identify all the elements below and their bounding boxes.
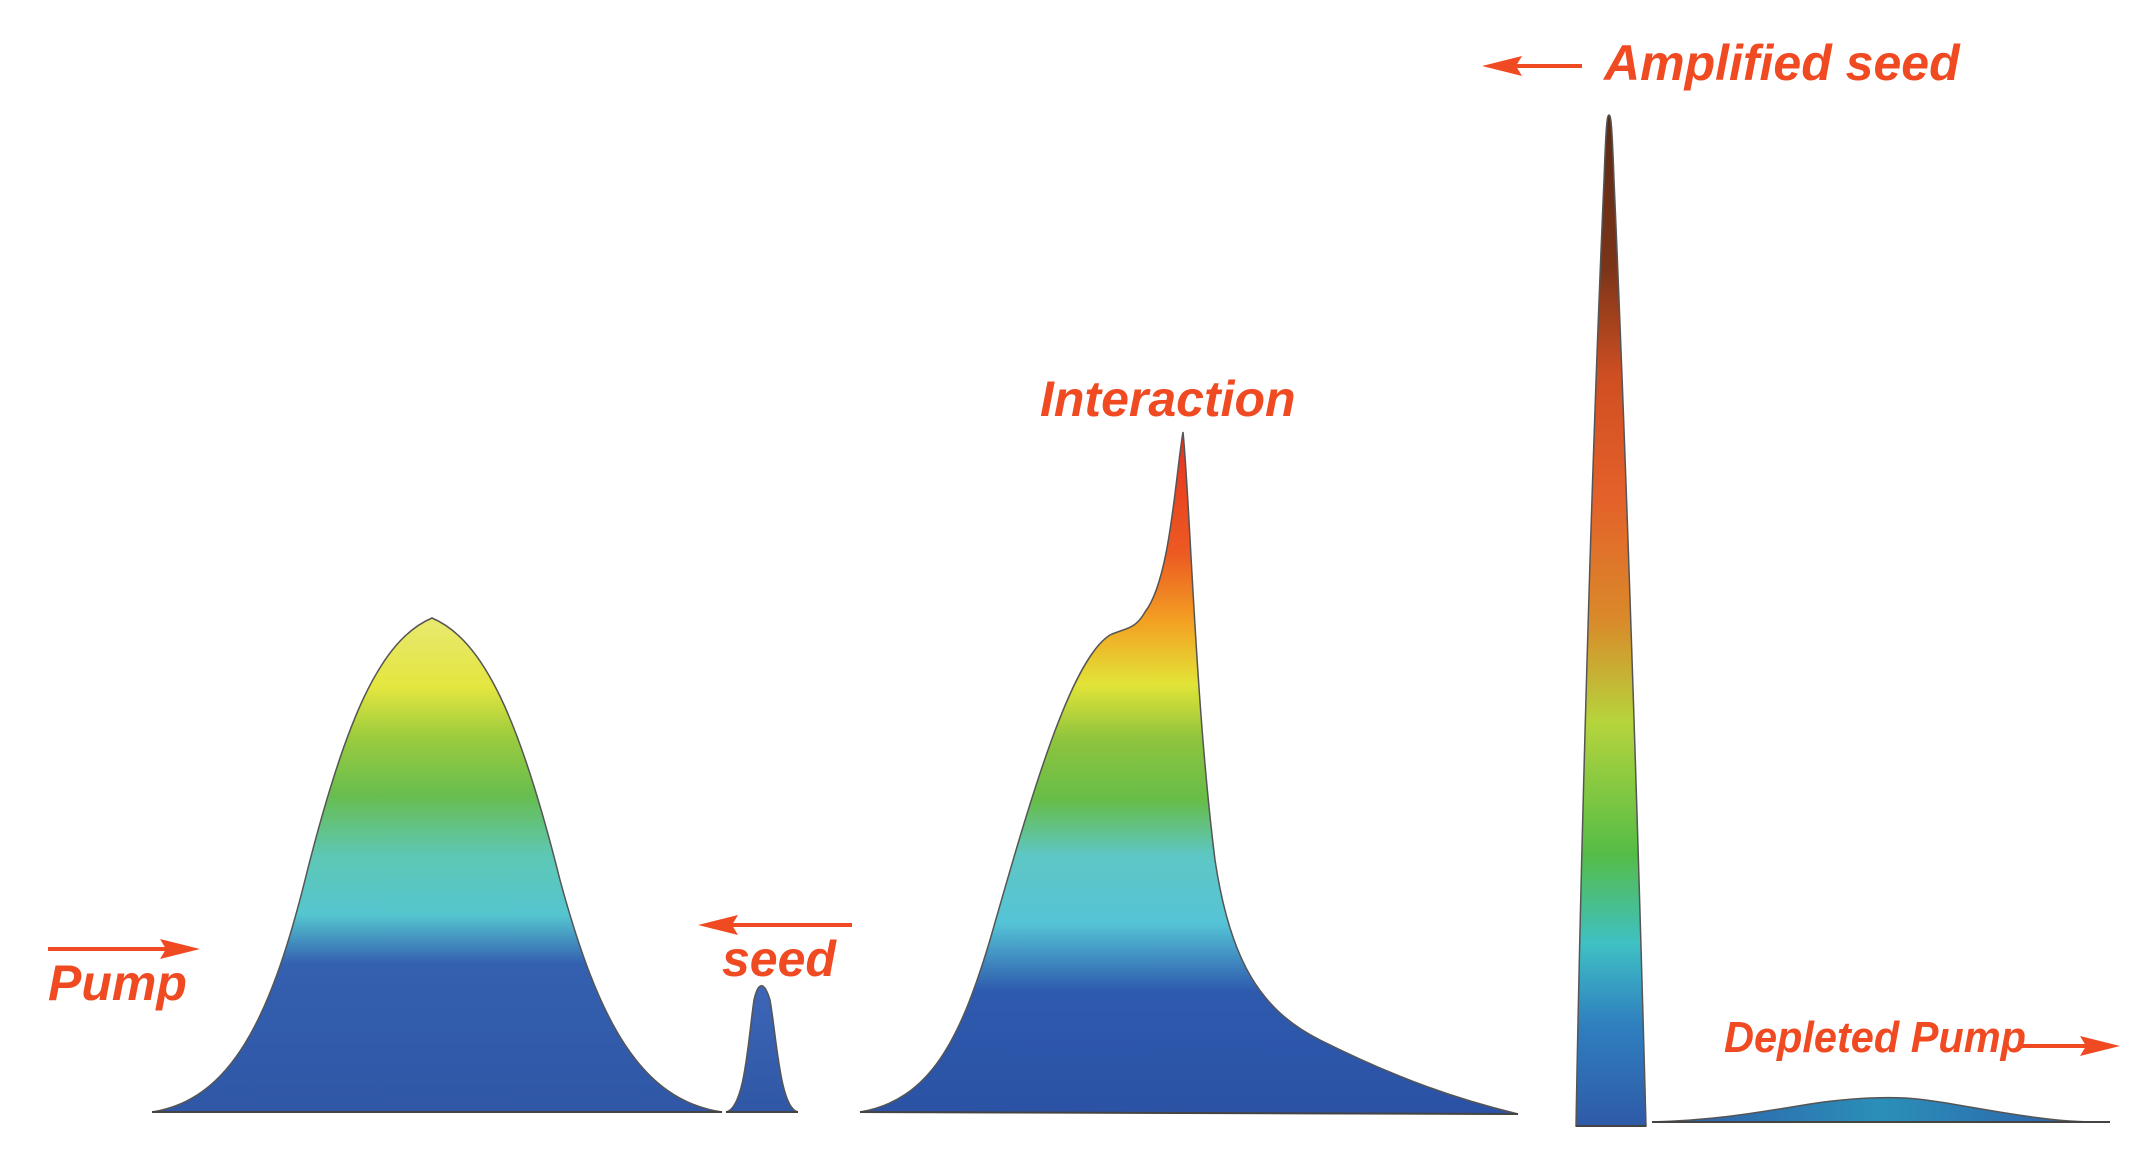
depleted-pump-pulse <box>1651 1096 2111 1123</box>
depleted-pump-arrow <box>2022 1036 2120 1056</box>
seed-pulse-shape <box>725 985 799 1113</box>
amplified-seed-pulse <box>1575 114 1647 1127</box>
depleted-pump-arrow-head <box>2080 1036 2120 1056</box>
pump-label: Pump <box>48 955 187 1011</box>
interaction-label: Interaction <box>1040 371 1296 427</box>
pump-pulse <box>151 617 723 1113</box>
seed-arrow <box>698 915 852 935</box>
amplified-seed-arrow-head <box>1482 56 1522 76</box>
seed-pulse <box>725 985 799 1113</box>
depleted-pump-label: Depleted Pump <box>1724 1013 2026 1062</box>
amplified-seed-pulse-shape <box>1575 114 1647 1127</box>
seed-label: seed <box>722 931 837 987</box>
amplified-seed-label: Amplified seed <box>1602 35 1961 91</box>
pump-arrow-head <box>160 939 200 959</box>
interaction-baseline <box>859 1111 1519 1115</box>
pump-pulse-shape <box>151 617 723 1113</box>
depleted-pump-pulse-shape <box>1651 1096 2111 1123</box>
pump-arrow <box>48 939 200 959</box>
interaction-pulse-shape <box>859 431 1519 1115</box>
amplified-seed-arrow <box>1482 56 1582 76</box>
seed-arrow-head <box>698 915 738 935</box>
interaction-pulse <box>859 431 1519 1115</box>
